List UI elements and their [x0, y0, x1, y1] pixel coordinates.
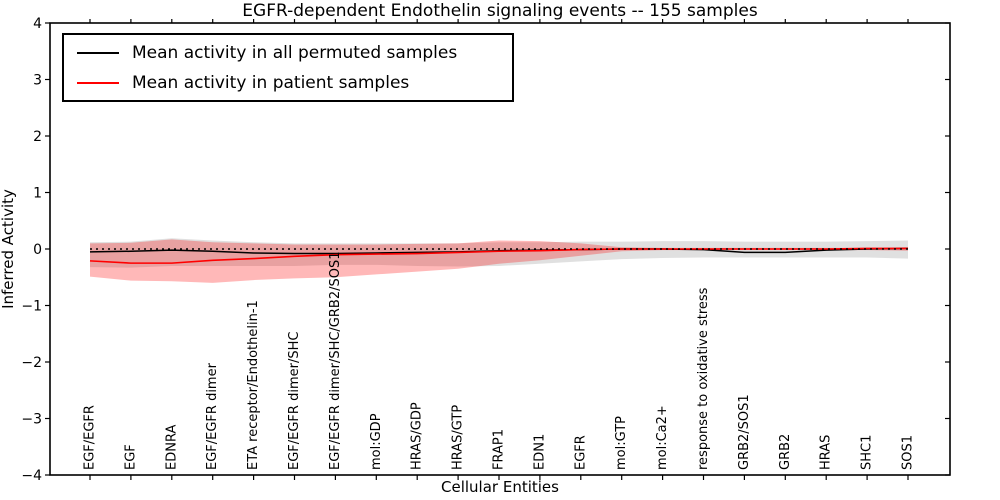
- y-tick-label: −4: [21, 468, 42, 484]
- patient-range-band: [90, 239, 908, 283]
- entity-label: response to oxidative stress: [696, 287, 711, 470]
- entity-label: FRAP1: [492, 429, 507, 470]
- y-tick-label: 1: [33, 186, 42, 202]
- entity-label: EGF/EGFR dimer/SHC/GRB2/SOS1: [328, 251, 343, 470]
- legend-line-sample-permuted: [77, 51, 119, 54]
- entity-label: EDNRA: [164, 425, 179, 470]
- legend-line-sample-patient: [77, 81, 119, 84]
- y-tick-label: 2: [33, 129, 42, 145]
- legend: Mean activity in all permuted samples Me…: [62, 33, 514, 102]
- entity-label: mol:GTP: [614, 416, 629, 470]
- entity-label: EGF/EGFR dimer: [205, 362, 220, 470]
- entity-label: mol:Ca2+: [655, 405, 670, 470]
- entity-label: HRAS: [819, 435, 834, 470]
- entity-label: EGF: [123, 444, 138, 470]
- entity-label: ETA receptor/Endothelin-1: [246, 300, 261, 470]
- legend-item-patient: Mean activity in patient samples: [64, 70, 512, 95]
- entity-label: mol:GDP: [369, 413, 384, 470]
- entity-label: HRAS/GDP: [410, 402, 425, 470]
- y-tick-label: 3: [33, 73, 42, 89]
- entity-label: EDN1: [532, 434, 547, 470]
- entity-label: EGF/EGFR dimer/SHC: [287, 332, 302, 470]
- entity-label: EGF/EGFR: [83, 405, 98, 470]
- legend-label-patient: Mean activity in patient samples: [132, 72, 410, 93]
- chart-title: EGFR-dependent Endothelin signaling even…: [242, 1, 758, 21]
- patient-mean-line: [89, 247, 908, 264]
- entity-label: GRB2/SOS1: [737, 394, 752, 470]
- x-axis-label: Cellular Entities: [441, 478, 559, 496]
- legend-item-permuted: Mean activity in all permuted samples: [64, 40, 512, 65]
- entity-label: GRB2: [778, 434, 793, 470]
- permuted-range-band: [90, 238, 908, 268]
- y-tick-label: 4: [33, 16, 42, 32]
- y-axis-label: Inferred Activity: [0, 189, 17, 309]
- y-tick-label: 0: [33, 242, 42, 258]
- entity-label: SOS1: [901, 435, 916, 470]
- y-tick-label: −3: [21, 412, 42, 428]
- legend-label-permuted: Mean activity in all permuted samples: [132, 42, 458, 63]
- entity-label: EGFR: [573, 435, 588, 470]
- entity-label: SHC1: [860, 435, 875, 470]
- y-tick-label: −1: [21, 299, 42, 315]
- y-tick-label: −2: [21, 355, 42, 371]
- entity-label: HRAS/GTP: [451, 405, 466, 470]
